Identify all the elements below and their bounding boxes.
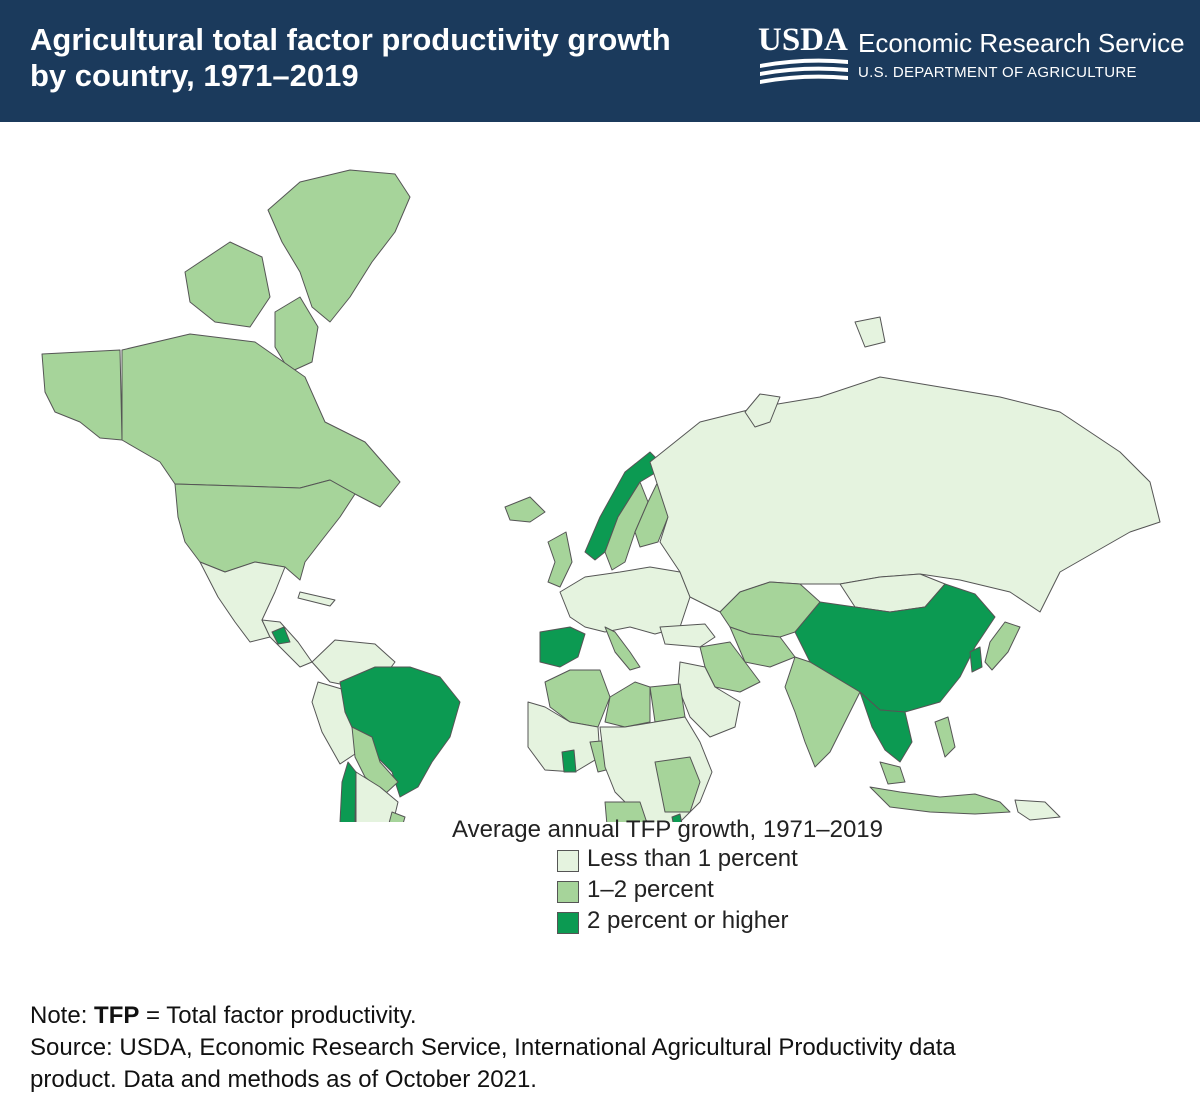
chart-title: Agricultural total factor productivity g… [30, 22, 730, 94]
header-banner: Agricultural total factor productivity g… [0, 0, 1200, 122]
note-prefix: Note: [30, 1002, 95, 1029]
country-papua-new-guinea [1014, 799, 1061, 821]
legend-label-2-plus: 2 percent or higher [587, 907, 789, 934]
usda-logo-text: USDA [758, 22, 848, 58]
agency-name: Economic Research Service [858, 28, 1185, 58]
country-ghana [561, 749, 577, 773]
country-philippines [934, 716, 956, 758]
country-usa [174, 479, 356, 581]
country-russia [649, 376, 1161, 613]
legend-item-1-2: 1–2 percent [557, 875, 883, 906]
legend-item-2-plus: 2 percent or higher [557, 906, 883, 937]
title-line-1: Agricultural total factor productivity g… [30, 22, 671, 57]
country-indonesia [869, 786, 1011, 815]
country-italy [604, 626, 641, 671]
note-abbreviation: TFP [94, 1002, 140, 1029]
source-line-2: product. Data and methods as of October … [30, 1066, 537, 1093]
source-line-1: Source: USDA, Economic Research Service,… [30, 1034, 956, 1061]
notes-section: Note: TFP = Total factor productivity. S… [30, 1000, 1180, 1096]
country-canada-baffin [274, 296, 319, 373]
legend-label-1-2: 1–2 percent [587, 876, 714, 903]
usda-logo: USDA [758, 22, 848, 84]
legend-swatch-1-2 [557, 881, 579, 903]
map-legend: Average annual TFP growth, 1971–2019 Les… [452, 816, 883, 937]
legend-item-less-than-1: Less than 1 percent [557, 844, 883, 875]
country-chile [339, 761, 357, 822]
country-russia-islands [744, 393, 781, 428]
country-europe-west [559, 566, 691, 635]
country-libya [604, 681, 651, 728]
country-korea [969, 646, 983, 673]
country-turkey [659, 623, 716, 648]
legend-swatch-2-plus [557, 912, 579, 934]
country-bolivia-paraguay [351, 726, 399, 795]
country-morocco-algeria [544, 669, 611, 728]
country-canada [121, 333, 401, 508]
country-southeast-asia [859, 691, 913, 763]
title-line-2: by country, 1971–2019 [30, 58, 359, 93]
note-definition: = Total factor productivity. [139, 1002, 417, 1029]
country-usa-alaska [41, 349, 123, 441]
country-guatemala [271, 626, 291, 645]
legend-swatch-less-than-1 [557, 850, 579, 872]
note-line: Note: TFP = Total factor productivity. [30, 1000, 1180, 1032]
country-central-america [261, 619, 313, 668]
country-malawi [671, 813, 683, 822]
country-iceland [504, 496, 546, 523]
legend-label-less-than-1: Less than 1 percent [587, 845, 798, 872]
country-india [784, 656, 861, 768]
legend-title: Average annual TFP growth, 1971–2019 [452, 816, 883, 843]
country-greenland [267, 169, 411, 323]
country-argentina [355, 771, 399, 822]
country-norway [584, 451, 666, 561]
country-spain [539, 626, 586, 668]
department-name: U.S. DEPARTMENT OF AGRICULTURE [858, 64, 1137, 81]
country-east-africa [654, 756, 701, 813]
country-uruguay [388, 811, 406, 822]
country-shapes [41, 169, 1161, 822]
country-uk [547, 531, 573, 588]
country-egypt [649, 683, 686, 723]
country-malaysia [879, 761, 906, 785]
world-map [41, 169, 1161, 822]
country-cuba [297, 591, 336, 607]
country-canada-islands [184, 241, 271, 328]
country-angola [604, 801, 648, 822]
country-svalbard [854, 316, 886, 348]
country-japan [984, 621, 1021, 671]
